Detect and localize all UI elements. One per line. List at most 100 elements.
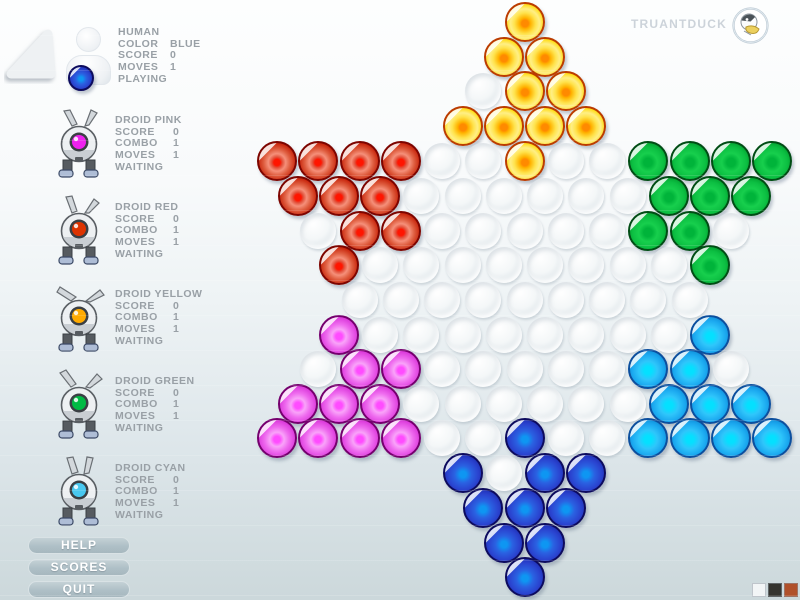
marble-blue[interactable] [525, 523, 566, 563]
marble-green[interactable] [752, 141, 792, 181]
marble-green[interactable] [669, 141, 710, 181]
board-hole[interactable] [300, 351, 337, 387]
marble-green[interactable] [648, 176, 689, 216]
marble-cyan[interactable] [710, 418, 751, 458]
board-hole[interactable] [568, 317, 605, 353]
marble-yellow[interactable] [545, 71, 586, 111]
board-hole[interactable] [506, 351, 543, 387]
marble-pink[interactable] [257, 418, 297, 458]
board-hole[interactable] [424, 351, 460, 387]
marble-cyan[interactable] [669, 418, 710, 458]
board-hole[interactable] [465, 351, 502, 387]
board-hole[interactable] [712, 351, 749, 387]
marble-green[interactable] [690, 176, 731, 216]
board-hole[interactable] [609, 178, 646, 214]
marble-red[interactable] [318, 245, 359, 285]
marble-pink[interactable] [318, 384, 359, 424]
marble-red[interactable] [380, 211, 421, 251]
board-hole[interactable] [527, 247, 564, 283]
board-hole[interactable] [444, 247, 481, 283]
marble-blue[interactable] [504, 488, 545, 528]
board-hole[interactable] [547, 420, 584, 456]
back-button[interactable] [4, 26, 60, 84]
marble-green[interactable] [731, 176, 772, 216]
board-hole[interactable] [424, 213, 460, 249]
marble-cyan[interactable] [669, 349, 710, 389]
board-hole[interactable] [465, 282, 502, 318]
board-hole[interactable] [424, 420, 460, 456]
marble-red[interactable] [318, 176, 359, 216]
marble-green[interactable] [690, 245, 731, 285]
board-hole[interactable] [362, 247, 399, 283]
board-hole[interactable] [609, 247, 646, 283]
board-hole[interactable] [403, 386, 440, 422]
board-hole[interactable] [589, 420, 625, 456]
board-hole[interactable] [403, 247, 440, 283]
black-swatch-button[interactable] [768, 583, 782, 597]
help-button[interactable]: HELP [28, 537, 130, 554]
board-hole[interactable] [424, 143, 460, 179]
marble-blue[interactable] [504, 418, 545, 458]
marble-blue[interactable] [442, 453, 483, 493]
marble-yellow[interactable] [504, 71, 545, 111]
board-hole[interactable] [485, 386, 522, 422]
marble-yellow[interactable] [504, 2, 545, 42]
board-hole[interactable] [465, 420, 502, 456]
marble-cyan[interactable] [752, 418, 792, 458]
marble-green[interactable] [628, 211, 669, 251]
board-hole[interactable] [589, 213, 625, 249]
marble-blue[interactable] [566, 453, 607, 493]
board-hole[interactable] [424, 282, 460, 318]
marble-pink[interactable] [318, 315, 359, 355]
board-hole[interactable] [650, 247, 687, 283]
marble-cyan[interactable] [628, 349, 669, 389]
marble-pink[interactable] [298, 418, 339, 458]
marble-blue[interactable] [545, 488, 586, 528]
marble-red[interactable] [339, 211, 380, 251]
board-hole[interactable] [506, 213, 543, 249]
board-hole[interactable] [382, 282, 419, 318]
board-hole[interactable] [403, 178, 440, 214]
marble-yellow[interactable] [566, 106, 607, 146]
marble-pink[interactable] [380, 418, 421, 458]
board-hole[interactable] [650, 317, 687, 353]
marble-pink[interactable] [339, 418, 380, 458]
board-hole[interactable] [506, 282, 543, 318]
marble-cyan[interactable] [690, 384, 731, 424]
marble-red[interactable] [360, 176, 401, 216]
marble-blue[interactable] [525, 453, 566, 493]
marble-cyan[interactable] [731, 384, 772, 424]
board-hole[interactable] [671, 282, 708, 318]
board-hole[interactable] [444, 317, 481, 353]
marble-blue[interactable] [463, 488, 504, 528]
marble-yellow[interactable] [504, 141, 545, 181]
board-hole[interactable] [485, 178, 522, 214]
marble-pink[interactable] [277, 384, 318, 424]
board-hole[interactable] [630, 282, 667, 318]
board-hole[interactable] [465, 143, 502, 179]
board-hole[interactable] [444, 178, 481, 214]
scores-button[interactable]: SCORES [28, 559, 130, 576]
marble-yellow[interactable] [525, 106, 566, 146]
marble-red[interactable] [257, 141, 297, 181]
white-swatch-button[interactable] [752, 583, 766, 597]
board-hole[interactable] [527, 386, 564, 422]
marble-pink[interactable] [380, 349, 421, 389]
board-hole[interactable] [589, 351, 625, 387]
board-hole[interactable] [403, 317, 440, 353]
marble-green[interactable] [710, 141, 751, 181]
marble-yellow[interactable] [525, 37, 566, 77]
marble-green[interactable] [669, 211, 710, 251]
board-hole[interactable] [465, 73, 502, 109]
marble-red[interactable] [339, 141, 380, 181]
board-hole[interactable] [341, 282, 378, 318]
marble-yellow[interactable] [483, 37, 524, 77]
board-hole[interactable] [362, 317, 399, 353]
board-hole[interactable] [589, 143, 625, 179]
board-hole[interactable] [609, 317, 646, 353]
board-hole[interactable] [609, 386, 646, 422]
marble-green[interactable] [628, 141, 669, 181]
orange-swatch-button[interactable] [784, 583, 798, 597]
board-hole[interactable] [547, 143, 584, 179]
marble-yellow[interactable] [442, 106, 483, 146]
